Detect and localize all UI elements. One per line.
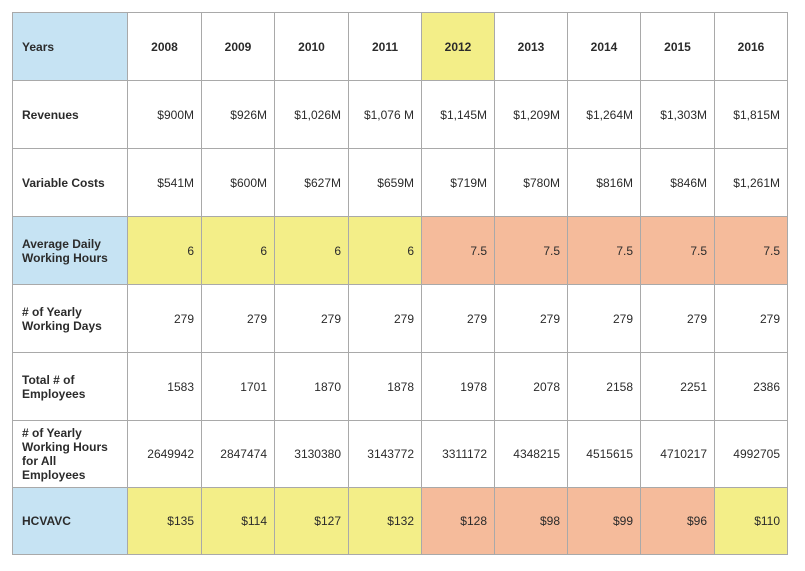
table-row: HCVAVC $135 $114 $127 $132 $128 $98 $99 … <box>12 487 788 555</box>
table-cell: 4348215 <box>494 420 568 488</box>
table-cell: 4710217 <box>640 420 715 488</box>
header-row: Years 2008 2009 2010 2011 2012 2013 2014… <box>12 12 788 81</box>
table-cell: 1978 <box>421 352 495 421</box>
table-cell: 2078 <box>494 352 568 421</box>
table-cell: 3143772 <box>348 420 422 488</box>
table-cell: 279 <box>714 284 788 353</box>
table-cell: 7.5 <box>640 216 715 285</box>
row-label: Total # of Employees <box>12 352 128 421</box>
year-header: 2012 <box>421 12 495 81</box>
table-cell: 7.5 <box>421 216 495 285</box>
table-cell: $1,303M <box>640 80 715 149</box>
year-header: 2013 <box>494 12 568 81</box>
year-header: 2009 <box>201 12 275 81</box>
table-cell: $816M <box>567 148 641 217</box>
table-cell: 7.5 <box>714 216 788 285</box>
year-header: 2008 <box>127 12 202 81</box>
table-cell: 2386 <box>714 352 788 421</box>
year-header: 2016 <box>714 12 788 81</box>
header-label: Years <box>12 12 128 81</box>
table-row: Revenues $900M $926M $1,026M $1,076 M $1… <box>12 80 788 149</box>
table-cell: $900M <box>127 80 202 149</box>
row-label: Revenues <box>12 80 128 149</box>
table-cell: 6 <box>127 216 202 285</box>
table-cell: $132 <box>348 487 422 555</box>
table-cell: $627M <box>274 148 349 217</box>
table-cell: 2847474 <box>201 420 275 488</box>
table-cell: 2158 <box>567 352 641 421</box>
row-label: HCVAVC <box>12 487 128 555</box>
table-cell: 279 <box>274 284 349 353</box>
table-row: # of Yearly Working Hours for All Employ… <box>12 420 788 488</box>
table-cell: $1,026M <box>274 80 349 149</box>
table-cell: 1583 <box>127 352 202 421</box>
table-cell: 2649942 <box>127 420 202 488</box>
row-label: # of Yearly Working Days <box>12 284 128 353</box>
table-row: Total # of Employees 1583 1701 1870 1878… <box>12 352 788 421</box>
table-cell: 3130380 <box>274 420 349 488</box>
table-cell: 4515615 <box>567 420 641 488</box>
table-cell: $1,145M <box>421 80 495 149</box>
table-cell: $846M <box>640 148 715 217</box>
table-cell: $780M <box>494 148 568 217</box>
table-cell: $110 <box>714 487 788 555</box>
table-cell: 6 <box>201 216 275 285</box>
table-cell: $1,209M <box>494 80 568 149</box>
table-cell: 1878 <box>348 352 422 421</box>
table-cell: 4992705 <box>714 420 788 488</box>
year-header: 2010 <box>274 12 349 81</box>
table-row: Average Daily Working Hours 6 6 6 6 7.5 … <box>12 216 788 285</box>
table-cell: 2251 <box>640 352 715 421</box>
year-header: 2015 <box>640 12 715 81</box>
table-cell: 3311172 <box>421 420 495 488</box>
table-cell: 7.5 <box>567 216 641 285</box>
table-cell: 279 <box>348 284 422 353</box>
table-cell: $1,815M <box>714 80 788 149</box>
data-table: Years 2008 2009 2010 2011 2012 2013 2014… <box>12 12 788 555</box>
table-cell: $1,261M <box>714 148 788 217</box>
row-label: # of Yearly Working Hours for All Employ… <box>12 420 128 488</box>
row-label: Average Daily Working Hours <box>12 216 128 285</box>
table-cell: $719M <box>421 148 495 217</box>
table-cell: 279 <box>201 284 275 353</box>
table-cell: 279 <box>494 284 568 353</box>
table-cell: 279 <box>421 284 495 353</box>
table-cell: $128 <box>421 487 495 555</box>
year-header: 2011 <box>348 12 422 81</box>
table-cell: 279 <box>127 284 202 353</box>
table-cell: 7.5 <box>494 216 568 285</box>
year-header: 2014 <box>567 12 641 81</box>
table-cell: 6 <box>348 216 422 285</box>
table-cell: $926M <box>201 80 275 149</box>
table-cell: 1870 <box>274 352 349 421</box>
table-cell: $600M <box>201 148 275 217</box>
table-cell: $1,264M <box>567 80 641 149</box>
table-cell: 279 <box>640 284 715 353</box>
table-cell: $127 <box>274 487 349 555</box>
row-label: Variable Costs <box>12 148 128 217</box>
table-cell: $99 <box>567 487 641 555</box>
table-cell: $541M <box>127 148 202 217</box>
table-cell: $135 <box>127 487 202 555</box>
table-cell: $1,076 M <box>348 80 422 149</box>
table-cell: $98 <box>494 487 568 555</box>
table-cell: $96 <box>640 487 715 555</box>
table-cell: 6 <box>274 216 349 285</box>
table-cell: $659M <box>348 148 422 217</box>
table-cell: 279 <box>567 284 641 353</box>
table-row: Variable Costs $541M $600M $627M $659M $… <box>12 148 788 217</box>
table-cell: $114 <box>201 487 275 555</box>
table-cell: 1701 <box>201 352 275 421</box>
table-row: # of Yearly Working Days 279 279 279 279… <box>12 284 788 353</box>
